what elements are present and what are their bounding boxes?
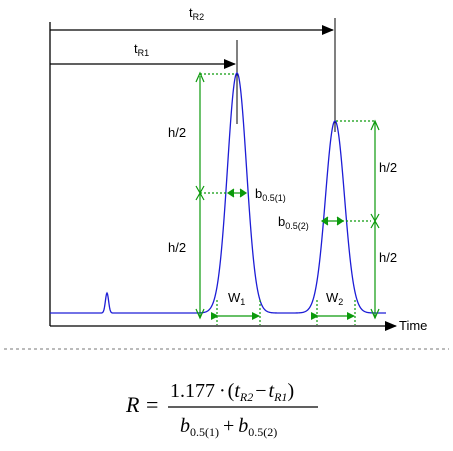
b1-label: b0.5(1): [255, 186, 286, 203]
chromatogram-trace: [50, 72, 386, 314]
b2-label: b0.5(2): [278, 214, 309, 231]
peak-2-halfwidth-arrowhead-right: [336, 216, 345, 226]
peak-2-height-arrowhead-top: [370, 119, 380, 131]
peak-2-mid-marker: [370, 213, 380, 229]
half-height-labels: h/2 h/2 h/2 h/2: [168, 125, 397, 265]
peak-1-measurements: [195, 71, 261, 325]
equation-denominator: b0.5(1) + b0.5(2): [180, 415, 277, 439]
w2-label: W2: [326, 290, 343, 307]
resolution-equation: R = 1.177 · (tR2− tR1) b0.5(1) + b0.5(2): [125, 380, 318, 439]
retention-time-arrows: tR2 tR1: [50, 5, 336, 132]
peak-1-halfwidth-arrowhead-left: [226, 188, 235, 198]
peak-1-halfwidth-arrowhead-right: [239, 188, 248, 198]
peak-1-height-arrowhead-bottom: [195, 308, 205, 320]
tr1-label: tR1: [134, 41, 149, 58]
equation-equals: =: [146, 392, 158, 417]
peak-1-height-arrowhead-top: [195, 71, 205, 83]
axes: Time: [49, 22, 427, 333]
peak-2-lower-half-height-label: h/2: [379, 250, 397, 265]
peak-1-lower-half-height-label: h/2: [168, 240, 186, 255]
peak-1-upper-half-height-label: h/2: [168, 125, 186, 140]
peak-2-halfwidth-arrowhead-left: [320, 216, 329, 226]
peak-2-upper-half-height-label: h/2: [379, 160, 397, 175]
time-axis-label: Time: [399, 318, 427, 333]
peak-2-height-arrowhead-bottom: [370, 308, 380, 320]
tr2-label: tR2: [189, 5, 204, 22]
equation-lhs: R: [125, 392, 140, 417]
equation-numerator: 1.177 · (tR2− tR1): [170, 380, 294, 404]
w1-label: W1: [228, 290, 245, 307]
peak-2-measurements: [311, 119, 380, 325]
